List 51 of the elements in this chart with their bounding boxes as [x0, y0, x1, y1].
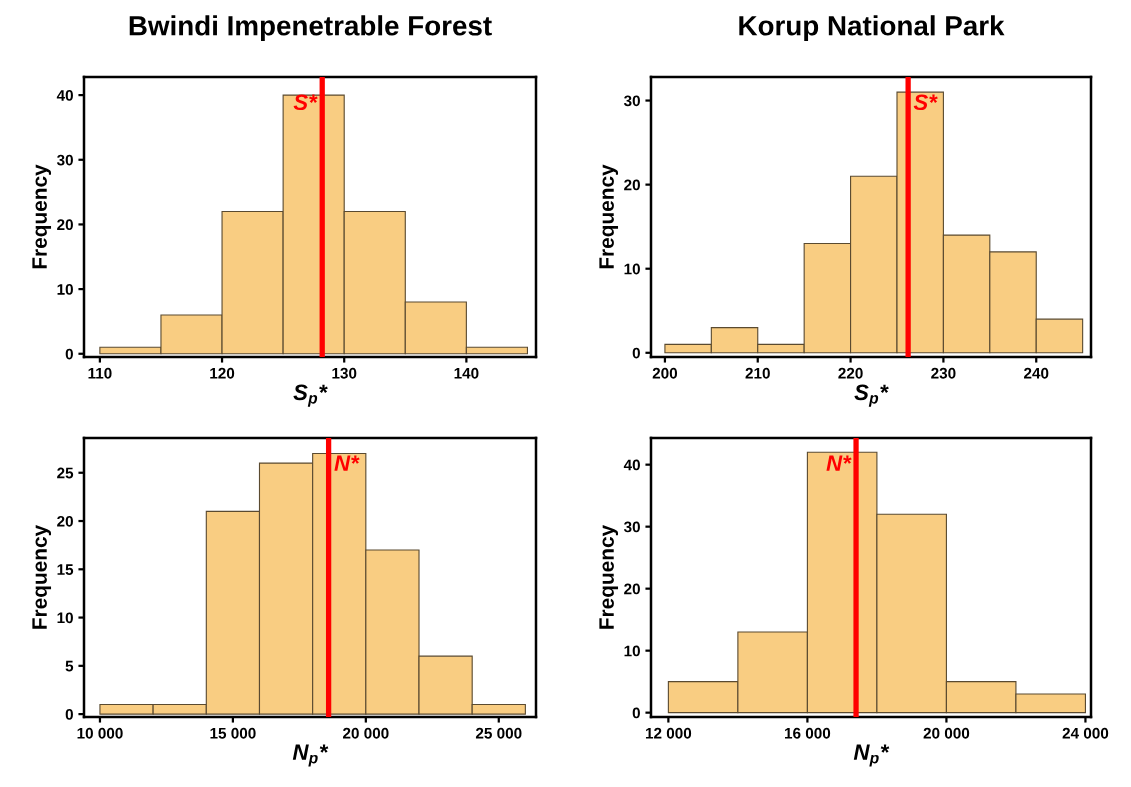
x-tick-label: 130	[332, 367, 357, 379]
x-tick-label: 12 000	[645, 727, 692, 739]
y-tick-label: 10	[57, 283, 73, 295]
y-tick-label: 0	[65, 708, 73, 720]
x-axis-title: S$_{p}$*	[293, 384, 328, 407]
x-axis-title: S$_{p}$*	[854, 384, 889, 407]
y-tick-label: 10	[624, 263, 640, 275]
y-tick-label: 30	[56, 154, 73, 166]
y-axis-title: Frequency	[32, 164, 52, 269]
y-tick-label: 10	[624, 645, 640, 657]
ref-line-label: S*	[293, 94, 318, 111]
y-tick-label: 40	[56, 89, 73, 101]
x-tick-label: 25 000	[475, 727, 522, 739]
chart-title: Bwindi Impenetrable Forest	[129, 15, 492, 42]
x-axis-title: N$_{p}$*	[292, 744, 329, 767]
y-axis-title: Frequency	[599, 524, 619, 629]
ref-line-label: N*	[334, 455, 360, 471]
y-tick-label: 10	[57, 612, 73, 624]
x-tick-label: 120	[210, 367, 235, 379]
y-tick-label: 0	[65, 348, 73, 360]
y-tick-label: 0	[632, 707, 640, 719]
x-tick-label: 140	[454, 367, 479, 379]
y-tick-label: 0	[632, 347, 640, 359]
x-axis-title: N$_{p}$*	[853, 744, 890, 767]
y-tick-label: 30	[623, 95, 640, 107]
ref-line-label: S*	[913, 94, 938, 111]
x-tick-label: 220	[838, 367, 863, 379]
y-axis-title: Frequency	[32, 524, 52, 629]
x-tick-label: 110	[88, 367, 112, 379]
y-tick-label: 20	[624, 583, 640, 595]
y-tick-label: 30	[623, 521, 640, 533]
y-tick-label: 25	[57, 467, 74, 479]
x-tick-label: 10 000	[77, 727, 123, 739]
y-tick-label: 20	[57, 219, 73, 231]
y-tick-label: 15	[57, 564, 74, 575]
y-axis-title: Frequency	[599, 164, 619, 269]
ref-line-label: N*	[826, 455, 852, 471]
x-tick-label: 15 000	[210, 727, 256, 739]
y-tick-label: 5	[65, 660, 74, 672]
y-tick-label: 40	[623, 459, 640, 471]
y-tick-label: 20	[57, 515, 73, 527]
y-tick-label: 20	[624, 179, 640, 191]
chart-title: Korup National Park	[739, 15, 1005, 42]
x-tick-label: 210	[745, 367, 770, 379]
x-tick-label: 24 000	[1062, 727, 1109, 739]
x-tick-label: 200	[652, 367, 678, 379]
x-tick-label: 240	[1024, 367, 1049, 379]
x-tick-label: 230	[931, 367, 956, 379]
x-tick-label: 16 000	[785, 727, 831, 739]
x-tick-label: 20 000	[923, 727, 970, 739]
x-tick-label: 20 000	[343, 727, 389, 739]
